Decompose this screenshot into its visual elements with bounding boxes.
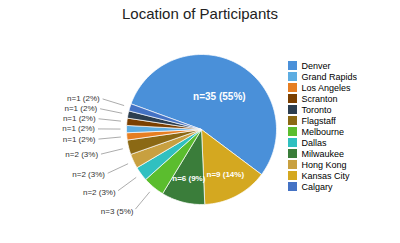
svg-text:n=6 (9%): n=6 (9%)	[172, 174, 205, 183]
svg-text:n=1 (2%): n=1 (2%)	[67, 94, 100, 103]
html-text:Milwaukee: Milwaukee	[301, 148, 344, 159]
html-text:Los Angeles: Los Angeles	[301, 82, 351, 93]
svg-text:n=1 (2%): n=1 (2%)	[62, 124, 95, 133]
svg-text:n=9 (14%): n=9 (14%)	[206, 170, 244, 179]
html-text:Grand Rapids: Grand Rapids	[301, 71, 357, 82]
svg-text:n=35 (55%): n=35 (55%)	[193, 91, 246, 102]
html-text:Kansas City: Kansas City	[301, 170, 350, 181]
html-text:Scranton: Scranton	[301, 93, 338, 104]
html-text:Hong Kong: Hong Kong	[301, 159, 347, 170]
svg-text:n=1 (2%): n=1 (2%)	[63, 114, 96, 123]
html-text:Denver: Denver	[301, 60, 331, 71]
html-text:Dallas: Dallas	[301, 137, 327, 148]
html-text:Melbourne: Melbourne	[301, 126, 344, 137]
svg-text:n=3 (5%): n=3 (5%)	[101, 207, 134, 216]
html-text:Toronto: Toronto	[301, 104, 332, 115]
html-text:Calgary: Calgary	[301, 181, 333, 192]
html-text:Location of Participants: Location of Participants	[122, 5, 278, 22]
svg-text:n=2 (3%): n=2 (3%)	[83, 188, 116, 197]
svg-text:n=1 (2%): n=1 (2%)	[64, 104, 97, 113]
svg-text:n=2 (3%): n=2 (3%)	[65, 150, 98, 159]
svg-text:n=1 (2%): n=1 (2%)	[63, 135, 96, 144]
svg-text:n=2 (3%): n=2 (3%)	[72, 170, 105, 179]
html-text:Flagstaff: Flagstaff	[301, 115, 336, 126]
